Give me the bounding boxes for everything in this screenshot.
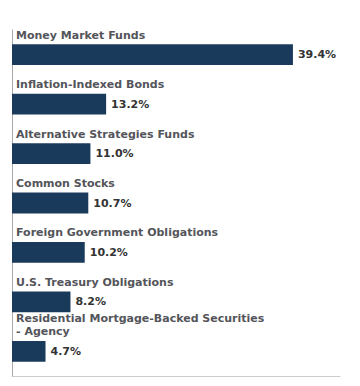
svg-text:Common Stocks: Common Stocks bbox=[16, 177, 115, 190]
svg-text:Foreign Government Obligations: Foreign Government Obligations bbox=[16, 226, 219, 239]
svg-text:10.7%: 10.7% bbox=[93, 197, 131, 210]
svg-text:8.2%: 8.2% bbox=[75, 295, 106, 308]
svg-text:Inflation-Indexed Bonds: Inflation-Indexed Bonds bbox=[16, 78, 165, 91]
svg-text:39.4%: 39.4% bbox=[298, 48, 336, 61]
svg-text:- Agency: - Agency bbox=[16, 325, 70, 338]
svg-text:U.S. Treasury Obligations: U.S. Treasury Obligations bbox=[16, 276, 174, 289]
svg-text:11.0%: 11.0% bbox=[95, 147, 133, 160]
svg-text:13.2%: 13.2% bbox=[111, 98, 149, 111]
svg-text:Residential Mortgage-Backed Se: Residential Mortgage-Backed Securities bbox=[16, 312, 265, 325]
svg-text:Money Market Funds: Money Market Funds bbox=[16, 29, 146, 42]
svg-text:4.7%: 4.7% bbox=[51, 345, 82, 358]
svg-text:Alternative Strategies Funds: Alternative Strategies Funds bbox=[16, 128, 195, 141]
svg-text:10.2%: 10.2% bbox=[90, 246, 128, 259]
